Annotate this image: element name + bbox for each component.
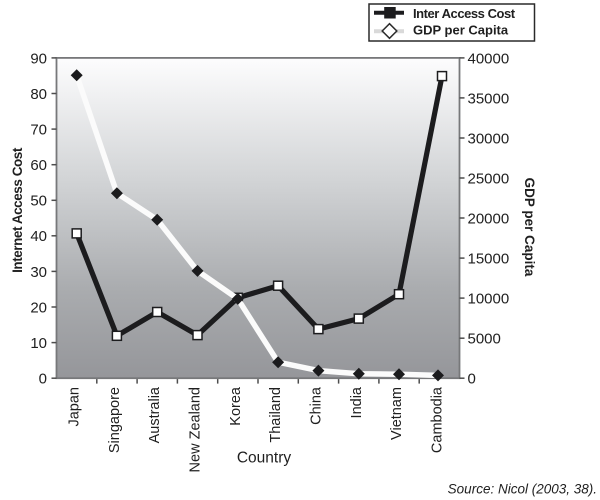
svg-text:50: 50: [30, 193, 47, 210]
svg-text:New Zealand: New Zealand: [188, 387, 204, 472]
svg-text:90: 90: [30, 50, 47, 67]
svg-text:10: 10: [30, 335, 47, 352]
svg-text:India: India: [349, 386, 365, 418]
svg-text:Thailand: Thailand: [268, 387, 284, 443]
svg-text:Source: Nicol (2003, 38).: Source: Nicol (2003, 38).: [448, 482, 597, 497]
svg-text:40000: 40000: [468, 50, 510, 67]
svg-text:Korea: Korea: [228, 386, 244, 426]
svg-text:40: 40: [30, 228, 47, 245]
svg-text:Australia: Australia: [147, 386, 163, 443]
svg-text:15000: 15000: [468, 251, 510, 268]
svg-text:60: 60: [30, 157, 47, 174]
svg-text:Japan: Japan: [67, 387, 83, 427]
svg-text:20: 20: [30, 299, 47, 316]
svg-text:GDP per Capita: GDP per Capita: [413, 23, 509, 38]
svg-text:Vietnam: Vietnam: [389, 387, 405, 440]
svg-text:25000: 25000: [468, 170, 510, 187]
svg-text:30000: 30000: [468, 130, 510, 147]
svg-text:35000: 35000: [468, 90, 510, 107]
svg-text:China: China: [308, 386, 324, 425]
svg-text:Inter Access Cost: Inter Access Cost: [413, 6, 516, 21]
svg-text:Internet Access Cost: Internet Access Cost: [10, 147, 25, 273]
svg-text:80: 80: [30, 86, 47, 103]
svg-text:20000: 20000: [468, 210, 510, 227]
svg-text:GDP per Capita: GDP per Capita: [522, 178, 537, 277]
svg-text:Cambodia: Cambodia: [429, 386, 445, 453]
svg-text:Country: Country: [237, 450, 292, 467]
svg-text:10000: 10000: [468, 291, 510, 308]
svg-text:0: 0: [39, 371, 47, 388]
svg-text:0: 0: [468, 371, 476, 388]
svg-text:Singapore: Singapore: [107, 387, 123, 453]
svg-text:70: 70: [30, 122, 47, 139]
svg-text:30: 30: [30, 264, 47, 281]
svg-text:5000: 5000: [468, 331, 501, 348]
